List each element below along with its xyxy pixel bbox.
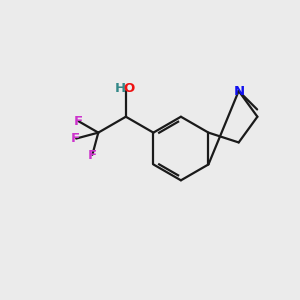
Text: F: F [88,149,97,162]
Text: H: H [115,82,126,95]
Text: F: F [71,132,80,145]
Text: O: O [123,82,134,95]
Text: F: F [73,115,83,128]
Text: N: N [234,85,245,98]
